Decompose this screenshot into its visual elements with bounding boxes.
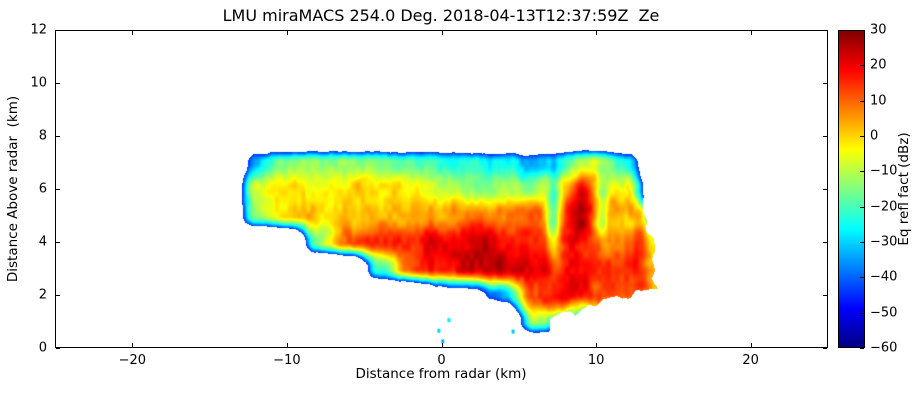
y-tick-mark — [56, 30, 60, 31]
y-axis-label: Distance Above radar (km) — [5, 95, 21, 283]
colorbar-gradient-canvas — [838, 30, 865, 348]
colorbar-tick-mark — [860, 348, 864, 349]
x-tick-mark-top — [441, 31, 443, 35]
x-tick-mark — [441, 343, 443, 347]
y-tick-mark — [56, 189, 60, 190]
y-tick-mark-right — [823, 189, 827, 190]
x-tick-mark-top — [596, 31, 598, 35]
colorbar-tick-label: −10 — [870, 163, 898, 179]
y-tick-label: 0 — [38, 340, 47, 356]
y-tick-mark-right — [823, 136, 827, 137]
colorbar-tick-mark — [860, 312, 864, 314]
x-tick-mark — [286, 343, 288, 347]
x-tick-mark — [132, 343, 134, 347]
y-tick-mark — [56, 83, 60, 84]
colorbar-tick-label: −60 — [870, 340, 898, 356]
y-tick-mark — [56, 295, 60, 296]
y-tick-label: 10 — [30, 75, 47, 91]
colorbar-tick-label: −30 — [870, 234, 898, 250]
y-tick-mark-right — [823, 348, 827, 349]
colorbar-tick-mark — [860, 100, 864, 102]
y-tick-mark — [56, 242, 60, 243]
y-tick-mark-right — [823, 295, 827, 296]
colorbar-tick-mark — [860, 277, 864, 279]
x-tick-mark-top — [286, 31, 288, 35]
y-tick-mark — [56, 348, 60, 349]
colorbar-tick-mark — [860, 171, 864, 173]
y-tick-label: 8 — [38, 128, 47, 144]
colorbar-tick-mark — [860, 242, 864, 243]
x-tick-label: −10 — [273, 353, 301, 368]
colorbar-tick-label: 20 — [870, 57, 887, 73]
x-tick-label: −20 — [118, 353, 147, 368]
x-tick-label: 0 — [437, 353, 446, 368]
x-tick-mark-top — [132, 31, 134, 35]
reflectivity-heatmap-canvas — [55, 30, 828, 348]
colorbar-tick-label: 30 — [870, 22, 887, 38]
plot-title: LMU miraMACS 254.0 Deg. 2018-04-13T12:37… — [222, 6, 660, 25]
colorbar-tick-label: 0 — [870, 128, 879, 144]
y-tick-label: 2 — [38, 287, 47, 303]
colorbar-tick-mark — [860, 136, 864, 137]
x-tick-mark — [596, 343, 598, 347]
x-tick-label: 10 — [587, 353, 605, 368]
colorbar-tick-label: −20 — [870, 199, 898, 215]
colorbar-tick-label: −50 — [870, 305, 898, 321]
y-tick-label: 12 — [30, 22, 47, 38]
y-tick-mark — [56, 136, 60, 137]
colorbar-label: Eq refl fact (dBz) — [896, 132, 912, 246]
y-tick-mark-right — [823, 242, 827, 243]
y-tick-label: 6 — [38, 181, 47, 197]
y-tick-mark-right — [823, 83, 827, 84]
x-axis-label: Distance from radar (km) — [355, 366, 527, 382]
x-tick-mark — [750, 343, 752, 347]
plot-frame — [55, 30, 828, 348]
colorbar-frame — [838, 30, 865, 348]
colorbar-tick-label: −40 — [870, 269, 898, 285]
colorbar-tick-mark — [860, 30, 864, 31]
y-tick-label: 4 — [38, 234, 47, 250]
colorbar-tick-mark — [860, 65, 864, 67]
x-tick-mark-top — [750, 31, 752, 35]
colorbar-tick-mark — [860, 206, 864, 208]
y-tick-mark-right — [823, 30, 827, 31]
colorbar-tick-label: 10 — [870, 93, 887, 109]
x-tick-label: 20 — [742, 353, 759, 368]
